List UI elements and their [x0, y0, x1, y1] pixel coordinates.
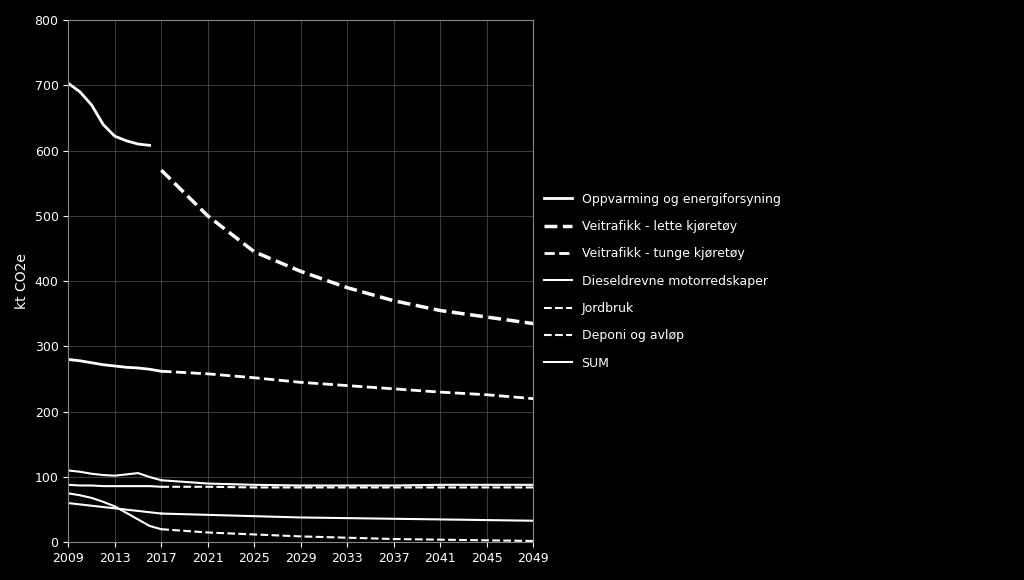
Legend: Oppvarming og energiforsyning, Veitrafikk - lette kjøretøy, Veitrafikk - tunge k: Oppvarming og energiforsyning, Veitrafik… — [544, 193, 780, 370]
Y-axis label: kt CO2e: kt CO2e — [15, 253, 29, 309]
